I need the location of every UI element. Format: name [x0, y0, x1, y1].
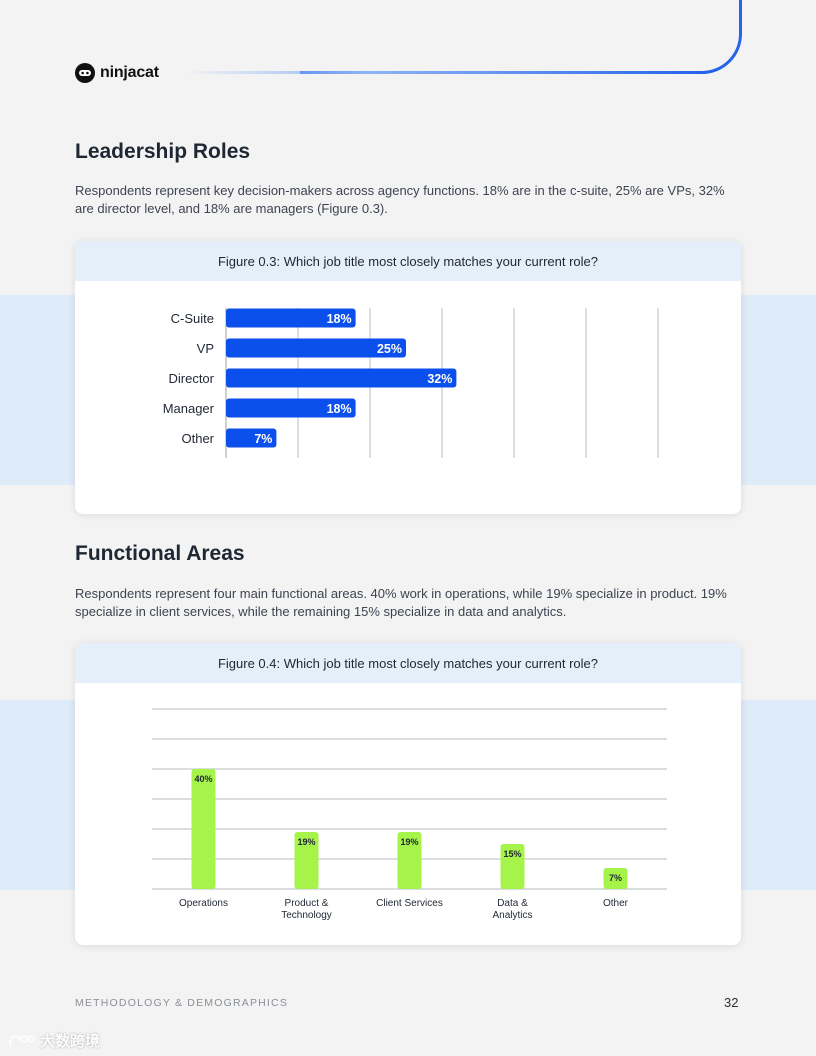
bar — [294, 832, 319, 889]
bar — [226, 398, 356, 418]
data-label: 32% — [427, 372, 452, 386]
figure-card-leadership: Figure 0.3: Which job title most closely… — [75, 241, 741, 514]
bar — [191, 769, 216, 889]
category-label: VP — [197, 341, 214, 356]
bar — [397, 832, 422, 889]
category-label: Client Services — [376, 898, 443, 909]
category-label: Analytics — [492, 910, 532, 921]
data-label: 7% — [609, 873, 622, 883]
data-label: 40% — [194, 774, 212, 784]
vertical-bar-chart: 40% Operations 19% Product &Technology 19% Cl… — [152, 708, 667, 921]
category-label: Operations — [179, 898, 228, 909]
decorative-arc — [300, 0, 742, 74]
section-paragraph-functional: Respondents represent four main function… — [75, 586, 727, 619]
bar — [226, 428, 277, 448]
category-label: Product & — [285, 898, 329, 909]
figure-title: Figure 0.4: Which job title most closely… — [75, 643, 741, 683]
section-paragraph-leadership: Respondents represent key decision-maker… — [75, 183, 725, 216]
ninjacat-logo-icon — [75, 63, 95, 83]
brand-name: ninjacat — [100, 64, 159, 81]
bar — [226, 308, 356, 328]
section-title-leadership: Leadership Roles — [75, 140, 251, 163]
decorative-line — [185, 71, 705, 74]
watermark: 大数跨境 — [8, 1030, 100, 1051]
watermark-logo-icon — [9, 1034, 35, 1046]
data-label: 25% — [377, 342, 402, 356]
figure-card-functional: Figure 0.4: Which job title most closely… — [75, 643, 741, 945]
category-label: Data & — [497, 898, 528, 909]
category-label: Other — [181, 431, 214, 446]
watermark-text: 大数跨境 — [40, 1033, 101, 1050]
figure-title: Figure 0.3: Which job title most closely… — [75, 241, 741, 281]
horizontal-bar-chart: C-Suite 18% VP 25% Director 32% Manager 18% Othe… — [163, 308, 659, 458]
bar — [500, 844, 525, 889]
page-number: 32 — [724, 995, 739, 1010]
brand-logo: ninjacat — [75, 63, 159, 83]
section-title-functional: Functional Areas — [75, 542, 245, 565]
data-label: 18% — [327, 312, 352, 326]
data-label: 19% — [297, 837, 315, 847]
category-label: Other — [603, 898, 629, 909]
bar — [226, 368, 457, 388]
bar — [603, 868, 628, 889]
category-label: Director — [168, 371, 214, 386]
category-label: Manager — [163, 401, 215, 416]
footer-section-label: METHODOLOGY & DEMOGRAPHICS — [75, 997, 289, 1009]
category-label: C-Suite — [171, 311, 214, 326]
bar — [226, 338, 406, 358]
category-label: Technology — [281, 910, 332, 921]
data-label: 7% — [254, 432, 272, 446]
data-label: 15% — [503, 849, 521, 859]
data-label: 18% — [327, 402, 352, 416]
data-label: 19% — [400, 837, 418, 847]
